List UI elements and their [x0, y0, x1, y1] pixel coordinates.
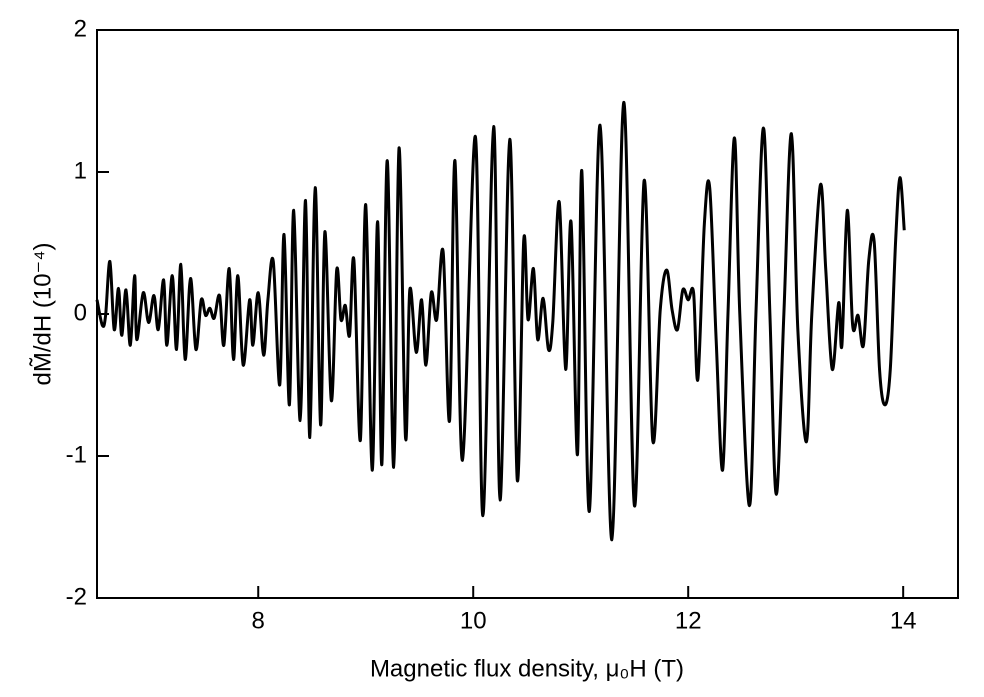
y-tick-label: 2: [74, 15, 87, 42]
y-tick-label: 1: [74, 157, 87, 184]
x-tick-label: 10: [460, 607, 487, 634]
data-line: [95, 100, 906, 542]
y-axis-label: dM̃/dH (10⁻⁴): [29, 242, 56, 385]
x-tick-label: 14: [890, 607, 917, 634]
y-tick-label: -2: [66, 583, 87, 610]
y-tick-label: -1: [66, 441, 87, 468]
x-tick-label: 12: [675, 607, 702, 634]
x-tick-label: 8: [252, 607, 265, 634]
y-tick-label: 0: [74, 299, 87, 326]
x-axis-label: Magnetic flux density, μ₀H (T): [370, 655, 684, 682]
